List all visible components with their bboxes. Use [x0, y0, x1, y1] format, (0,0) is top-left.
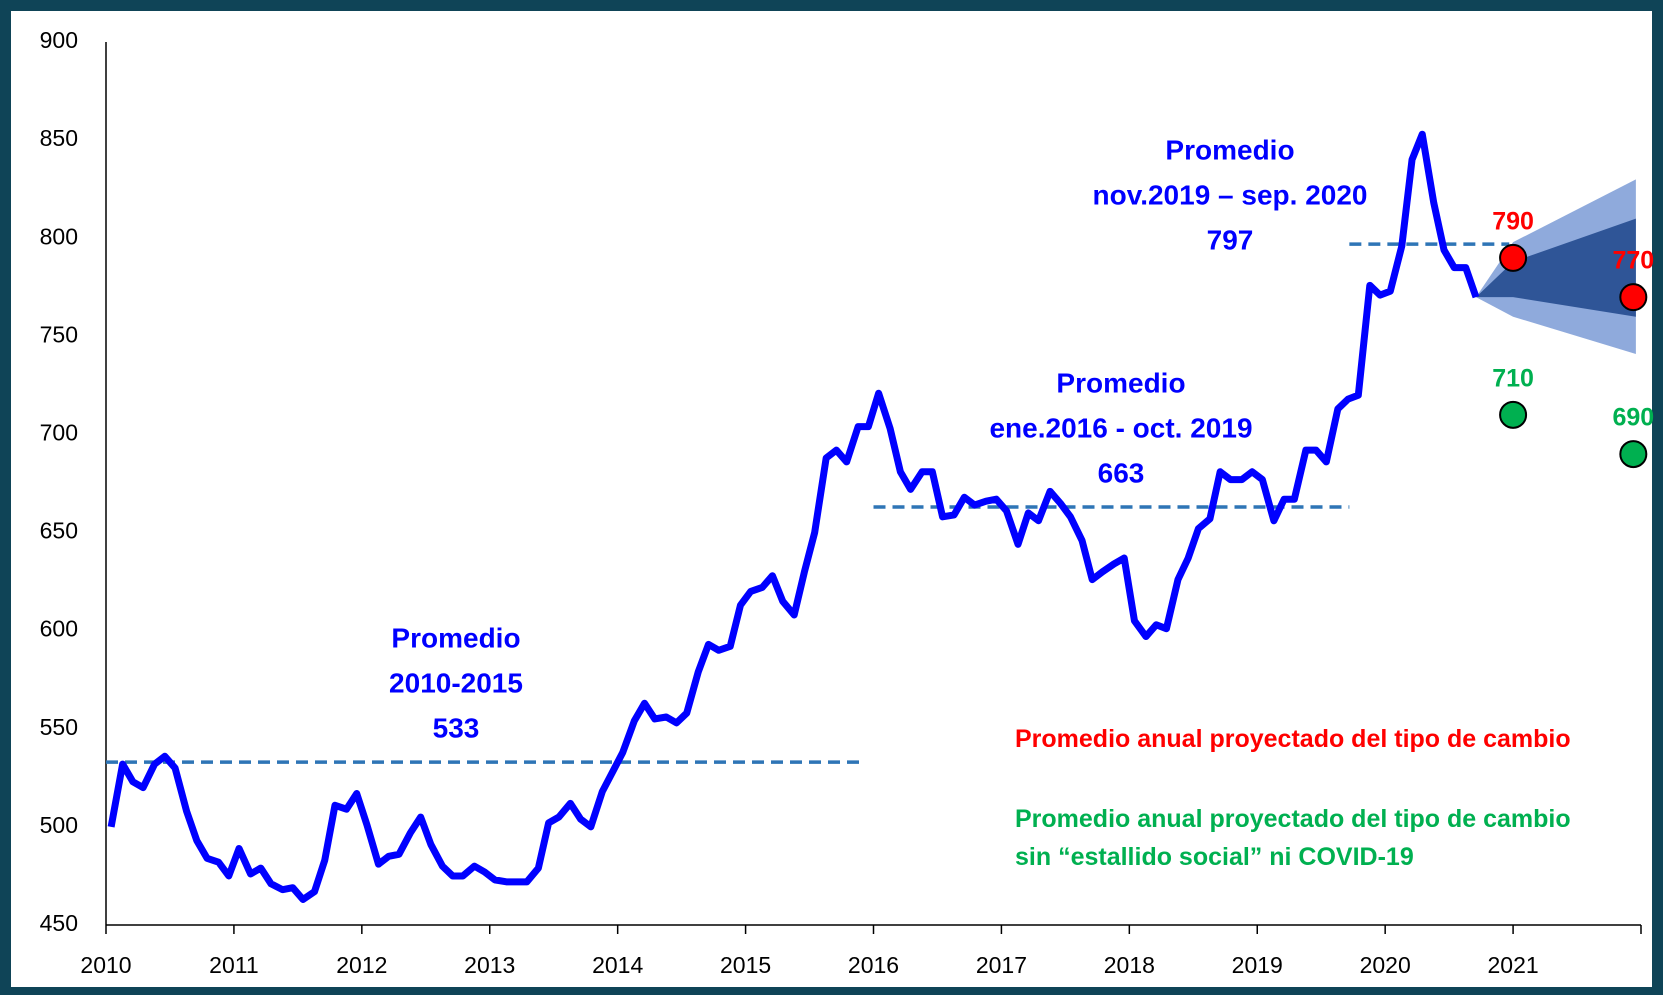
fan-inner-band [1475, 218, 1636, 317]
y-tick-label: 700 [40, 420, 78, 446]
legend-entry: Promedio anual proyectado del tipo de ca… [1015, 725, 1571, 753]
average-label: nov.2019 – sep. 2020 [1093, 179, 1368, 210]
y-tick-label: 550 [40, 714, 78, 740]
y-tick-label: 900 [40, 27, 78, 53]
average-label: Promedio [1165, 134, 1294, 165]
average-label: 663 [1098, 457, 1145, 488]
legend-entry: Promedio anual proyectado del tipo de ca… [1015, 805, 1571, 871]
y-tick-label: 600 [40, 616, 78, 642]
average-label: 533 [433, 712, 480, 743]
average-label: Promedio [391, 622, 520, 653]
average-label: Promedio [1056, 367, 1185, 398]
x-tick-label: 2011 [209, 952, 258, 978]
average-label: ene.2016 - oct. 2019 [989, 412, 1252, 443]
x-tick-label: 2019 [1232, 952, 1283, 978]
x-tick-label: 2010 [80, 952, 131, 978]
y-tick-label: 800 [40, 223, 78, 249]
projection-label: 770 [1612, 247, 1654, 275]
y-tick-label: 750 [40, 321, 78, 347]
projection-point [1619, 440, 1648, 469]
average-label: 2010-2015 [389, 667, 523, 698]
projection-point [1619, 283, 1648, 312]
y-tick-label: 850 [40, 125, 78, 151]
average-label: 797 [1207, 224, 1254, 255]
chart-panel [11, 11, 1652, 987]
x-tick-label: 2020 [1360, 952, 1411, 978]
x-tick-label: 2017 [976, 952, 1027, 978]
x-tick-label: 2015 [720, 952, 771, 978]
x-tick-label: 2018 [1104, 952, 1155, 978]
x-tick-label: 2013 [464, 952, 515, 978]
x-tick-label: 2016 [848, 952, 899, 978]
y-tick-label: 450 [40, 910, 78, 936]
series-line [107, 130, 1480, 903]
projection-point [1499, 400, 1528, 429]
x-tick-label: 2021 [1487, 952, 1538, 978]
projection-label: 710 [1492, 364, 1534, 392]
y-tick-label: 650 [40, 518, 78, 544]
projection-label: 690 [1612, 404, 1654, 432]
x-tick-label: 2014 [592, 952, 643, 978]
x-tick-label: 2012 [336, 952, 387, 978]
projection-label: 790 [1492, 207, 1534, 235]
projection-point [1499, 243, 1528, 272]
y-tick-label: 500 [40, 812, 78, 838]
